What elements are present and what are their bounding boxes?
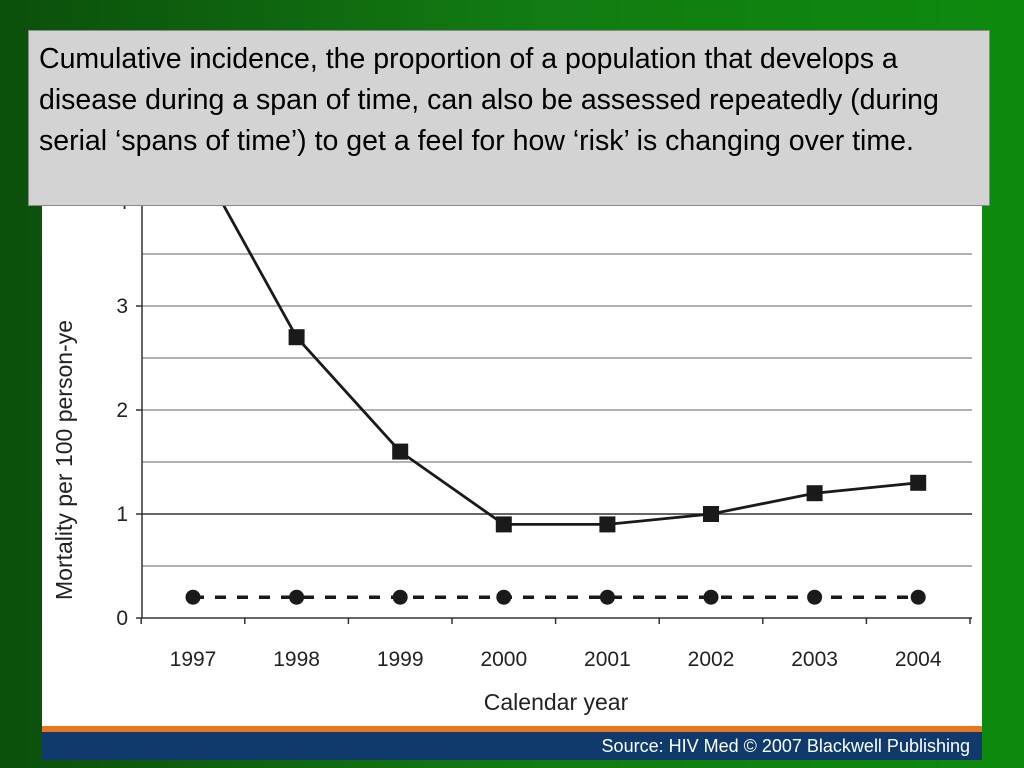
caption-box: Cumulative incidence, the proportion of … <box>28 30 990 206</box>
x-tick-label: 2001 <box>584 648 631 671</box>
series-marker-circle <box>599 589 615 605</box>
series-marker-circle <box>392 589 408 605</box>
x-tick-label: 1997 <box>170 648 217 671</box>
x-tick-label: 1998 <box>273 648 320 671</box>
series-marker-circle <box>703 589 719 605</box>
series-marker-circle <box>910 589 926 605</box>
accent-strip <box>42 726 982 732</box>
x-tick-label: 2002 <box>688 648 735 671</box>
x-tick-label: 2003 <box>791 648 838 671</box>
series-line <box>212 188 919 526</box>
series-marker-square <box>495 516 512 533</box>
series-marker-circle <box>185 589 201 605</box>
y-tick-label: 3 <box>116 295 128 318</box>
caption-text: Cumulative incidence, the proportion of … <box>39 43 939 157</box>
y-tick-label: 1 <box>116 503 128 526</box>
series-marker-square <box>392 443 409 460</box>
chart-panel: 0123419971998199920002001200220032004 Ca… <box>42 188 982 726</box>
x-axis-title: Calendar year <box>484 689 629 715</box>
series-marker-square <box>288 329 305 346</box>
series-marker-circle <box>496 589 512 605</box>
series-marker-circle <box>289 589 305 605</box>
series-marker-square <box>703 506 719 522</box>
x-tick-label: 2000 <box>480 648 527 671</box>
x-tick-label: 2004 <box>895 648 942 671</box>
x-tick-label: 1999 <box>377 648 424 671</box>
series-marker-square <box>806 485 823 502</box>
y-axis-title: Mortality per 100 person-ye <box>51 320 77 600</box>
mortality-chart: 0123419971998199920002001200220032004 Ca… <box>51 188 972 715</box>
series-marker-square <box>599 516 616 533</box>
series-marker-square <box>910 474 927 491</box>
source-credit: Source: HIV Med © 2007 Blackwell Publish… <box>42 732 982 760</box>
y-tick-label: 2 <box>116 399 128 422</box>
series-marker-circle <box>807 589 823 605</box>
y-tick-label: 0 <box>116 607 128 630</box>
